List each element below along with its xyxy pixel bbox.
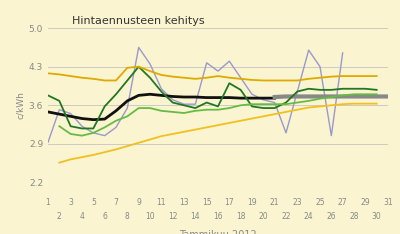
- Text: 5: 5: [91, 198, 96, 207]
- Text: 12: 12: [168, 212, 178, 221]
- Text: 6: 6: [102, 212, 107, 221]
- Text: 27: 27: [338, 198, 348, 207]
- Text: 30: 30: [372, 212, 382, 221]
- Text: Hintaennusteen kehitys: Hintaennusteen kehitys: [72, 16, 204, 26]
- Text: 3: 3: [68, 198, 73, 207]
- Text: 4: 4: [80, 212, 84, 221]
- Y-axis label: c/kWh: c/kWh: [16, 91, 24, 119]
- Text: 8: 8: [125, 212, 130, 221]
- Text: 20: 20: [258, 212, 268, 221]
- Text: 1: 1: [46, 198, 50, 207]
- Text: 16: 16: [213, 212, 223, 221]
- Text: 11: 11: [156, 198, 166, 207]
- Text: 14: 14: [190, 212, 200, 221]
- Text: 13: 13: [179, 198, 189, 207]
- Text: 23: 23: [292, 198, 302, 207]
- Text: 31: 31: [383, 198, 393, 207]
- Text: 26: 26: [326, 212, 336, 221]
- Text: 15: 15: [202, 198, 212, 207]
- Text: 22: 22: [281, 212, 291, 221]
- Text: 28: 28: [349, 212, 359, 221]
- Text: 9: 9: [136, 198, 141, 207]
- Text: 19: 19: [247, 198, 257, 207]
- Text: 17: 17: [224, 198, 234, 207]
- Text: 2: 2: [57, 212, 62, 221]
- Text: 18: 18: [236, 212, 246, 221]
- Text: 10: 10: [145, 212, 155, 221]
- Text: 21: 21: [270, 198, 280, 207]
- Text: 24: 24: [304, 212, 314, 221]
- Text: 29: 29: [360, 198, 370, 207]
- Text: 25: 25: [315, 198, 325, 207]
- Text: 7: 7: [114, 198, 118, 207]
- Text: Tammikuu 2012: Tammikuu 2012: [179, 230, 257, 234]
